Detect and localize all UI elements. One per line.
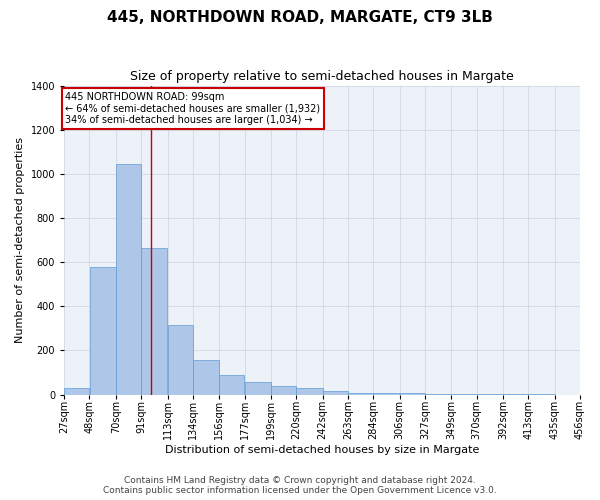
Bar — [323, 391, 348, 394]
X-axis label: Distribution of semi-detached houses by size in Margate: Distribution of semi-detached houses by … — [165, 445, 479, 455]
Bar — [220, 374, 244, 394]
Bar — [142, 248, 167, 394]
Title: Size of property relative to semi-detached houses in Margate: Size of property relative to semi-detach… — [130, 70, 514, 83]
Bar — [245, 382, 271, 394]
Text: 445, NORTHDOWN ROAD, MARGATE, CT9 3LB: 445, NORTHDOWN ROAD, MARGATE, CT9 3LB — [107, 10, 493, 25]
Text: 445 NORTHDOWN ROAD: 99sqm
← 64% of semi-detached houses are smaller (1,932)
34% : 445 NORTHDOWN ROAD: 99sqm ← 64% of semi-… — [65, 92, 320, 126]
Bar — [271, 386, 296, 394]
Text: Contains HM Land Registry data © Crown copyright and database right 2024.
Contai: Contains HM Land Registry data © Crown c… — [103, 476, 497, 495]
Y-axis label: Number of semi-detached properties: Number of semi-detached properties — [15, 137, 25, 343]
Bar — [64, 388, 89, 394]
Bar — [168, 325, 193, 394]
Bar — [193, 360, 219, 394]
Bar — [116, 164, 141, 394]
Bar — [89, 266, 116, 394]
Bar — [296, 388, 323, 394]
